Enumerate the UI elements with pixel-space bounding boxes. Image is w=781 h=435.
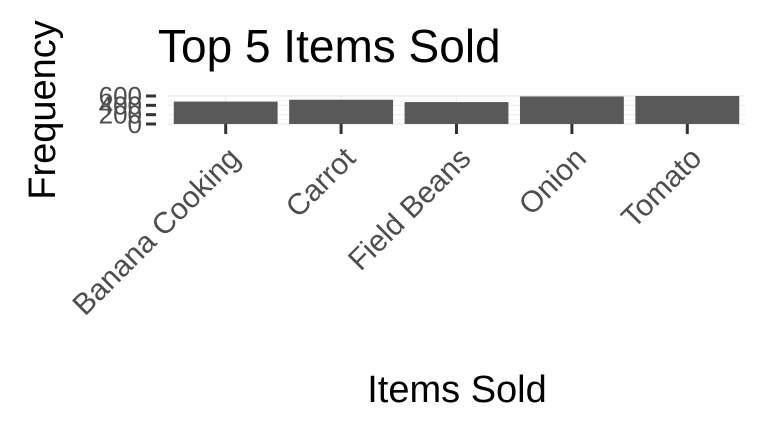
y-axis-title: Frequency bbox=[22, 20, 64, 200]
bars bbox=[173, 96, 740, 124]
x-tick-label: Onion bbox=[513, 142, 593, 222]
x-tick-label: Banana Cooking bbox=[66, 142, 246, 322]
y-tick-label: 400 bbox=[99, 90, 142, 120]
y-tick-label: 0 bbox=[128, 109, 142, 139]
x-tick-label: Carrot bbox=[280, 141, 363, 224]
y-tick-label: 200 bbox=[99, 100, 142, 130]
bar bbox=[173, 101, 278, 124]
x-axis-title: Items Sold bbox=[367, 369, 547, 411]
y-tick-label: 600 bbox=[99, 81, 142, 111]
x-tick-label: Tomato bbox=[615, 142, 708, 235]
bar bbox=[635, 96, 740, 124]
chart-title: Top 5 Items Sold bbox=[158, 20, 501, 72]
bar bbox=[289, 99, 394, 124]
x-tick-label: Field Beans bbox=[342, 142, 477, 277]
bar bbox=[404, 102, 509, 124]
bar bbox=[519, 96, 624, 124]
